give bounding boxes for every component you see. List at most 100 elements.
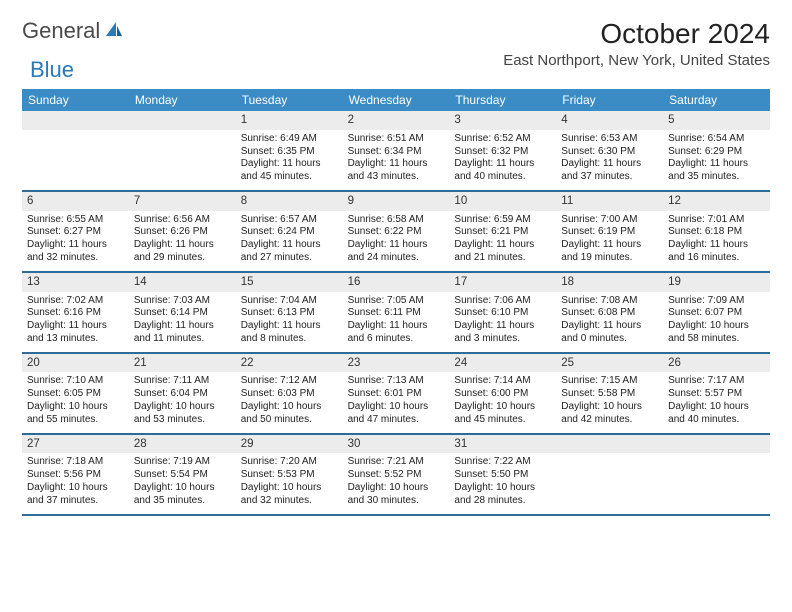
- daylight-line: Daylight: 10 hours and 53 minutes.: [134, 401, 231, 427]
- sunrise-line: Sunrise: 7:10 AM: [27, 375, 124, 388]
- sunrise-line: Sunrise: 7:02 AM: [27, 295, 124, 308]
- day-cell: 8Sunrise: 6:57 AMSunset: 6:24 PMDaylight…: [236, 192, 343, 271]
- daylight-line: Daylight: 11 hours and 45 minutes.: [241, 158, 338, 184]
- dow-cell: Monday: [129, 89, 236, 111]
- day-number: 19: [663, 273, 770, 292]
- day-cell: 23Sunrise: 7:13 AMSunset: 6:01 PMDayligh…: [343, 354, 450, 433]
- week-row: 20Sunrise: 7:10 AMSunset: 6:05 PMDayligh…: [22, 354, 770, 435]
- daylight-line: Daylight: 10 hours and 42 minutes.: [561, 401, 658, 427]
- daylight-line: Daylight: 10 hours and 32 minutes.: [241, 482, 338, 508]
- day-number: 9: [343, 192, 450, 211]
- day-number: 15: [236, 273, 343, 292]
- day-number: 21: [129, 354, 236, 373]
- sunrise-line: Sunrise: 7:00 AM: [561, 214, 658, 227]
- daylight-line: Daylight: 10 hours and 37 minutes.: [27, 482, 124, 508]
- daylight-line: Daylight: 11 hours and 3 minutes.: [454, 320, 551, 346]
- dow-cell: Friday: [556, 89, 663, 111]
- week-row: 1Sunrise: 6:49 AMSunset: 6:35 PMDaylight…: [22, 111, 770, 192]
- day-number: 28: [129, 435, 236, 454]
- week-row: 6Sunrise: 6:55 AMSunset: 6:27 PMDaylight…: [22, 192, 770, 273]
- sunrise-line: Sunrise: 6:49 AM: [241, 133, 338, 146]
- day-empty: [556, 435, 663, 514]
- day-number: 25: [556, 354, 663, 373]
- daylight-line: Daylight: 10 hours and 50 minutes.: [241, 401, 338, 427]
- day-number: 7: [129, 192, 236, 211]
- dow-cell: Saturday: [663, 89, 770, 111]
- day-cell: 26Sunrise: 7:17 AMSunset: 5:57 PMDayligh…: [663, 354, 770, 433]
- daylight-line: Daylight: 11 hours and 6 minutes.: [348, 320, 445, 346]
- day-number: 22: [236, 354, 343, 373]
- day-cell: 1Sunrise: 6:49 AMSunset: 6:35 PMDaylight…: [236, 111, 343, 190]
- sunset-line: Sunset: 6:21 PM: [454, 226, 551, 239]
- title-block: October 2024 East Northport, New York, U…: [503, 18, 770, 69]
- daylight-line: Daylight: 11 hours and 11 minutes.: [134, 320, 231, 346]
- calendar-page: General October 2024 East Northport, New…: [0, 0, 792, 534]
- day-number: 10: [449, 192, 556, 211]
- daylight-line: Daylight: 11 hours and 43 minutes.: [348, 158, 445, 184]
- sunrise-line: Sunrise: 7:20 AM: [241, 456, 338, 469]
- day-cell: 24Sunrise: 7:14 AMSunset: 6:00 PMDayligh…: [449, 354, 556, 433]
- day-number: 31: [449, 435, 556, 454]
- sunrise-line: Sunrise: 7:18 AM: [27, 456, 124, 469]
- sunset-line: Sunset: 6:11 PM: [348, 307, 445, 320]
- daylight-line: Daylight: 11 hours and 0 minutes.: [561, 320, 658, 346]
- day-number: 4: [556, 111, 663, 130]
- daylight-line: Daylight: 11 hours and 37 minutes.: [561, 158, 658, 184]
- day-number: 13: [22, 273, 129, 292]
- day-cell: 30Sunrise: 7:21 AMSunset: 5:52 PMDayligh…: [343, 435, 450, 514]
- day-cell: 14Sunrise: 7:03 AMSunset: 6:14 PMDayligh…: [129, 273, 236, 352]
- sunset-line: Sunset: 6:34 PM: [348, 146, 445, 159]
- sunset-line: Sunset: 6:05 PM: [27, 388, 124, 401]
- sunset-line: Sunset: 6:24 PM: [241, 226, 338, 239]
- dow-cell: Wednesday: [343, 89, 450, 111]
- sunrise-line: Sunrise: 7:11 AM: [134, 375, 231, 388]
- day-number: 6: [22, 192, 129, 211]
- daylight-line: Daylight: 10 hours and 47 minutes.: [348, 401, 445, 427]
- day-cell: 2Sunrise: 6:51 AMSunset: 6:34 PMDaylight…: [343, 111, 450, 190]
- day-empty: [663, 435, 770, 514]
- daylight-line: Daylight: 11 hours and 40 minutes.: [454, 158, 551, 184]
- day-number: [663, 435, 770, 454]
- sunset-line: Sunset: 6:29 PM: [668, 146, 765, 159]
- sunset-line: Sunset: 6:30 PM: [561, 146, 658, 159]
- sunset-line: Sunset: 5:57 PM: [668, 388, 765, 401]
- day-number: 11: [556, 192, 663, 211]
- sunrise-line: Sunrise: 7:21 AM: [348, 456, 445, 469]
- daylight-line: Daylight: 11 hours and 35 minutes.: [668, 158, 765, 184]
- sunset-line: Sunset: 6:18 PM: [668, 226, 765, 239]
- week-row: 13Sunrise: 7:02 AMSunset: 6:16 PMDayligh…: [22, 273, 770, 354]
- day-number: 5: [663, 111, 770, 130]
- day-cell: 29Sunrise: 7:20 AMSunset: 5:53 PMDayligh…: [236, 435, 343, 514]
- day-cell: 10Sunrise: 6:59 AMSunset: 6:21 PMDayligh…: [449, 192, 556, 271]
- brand-logo: General: [22, 18, 126, 44]
- month-title: October 2024: [503, 18, 770, 50]
- daylight-line: Daylight: 10 hours and 55 minutes.: [27, 401, 124, 427]
- day-number: 8: [236, 192, 343, 211]
- sunrise-line: Sunrise: 7:09 AM: [668, 295, 765, 308]
- day-number: 20: [22, 354, 129, 373]
- days-of-week-row: SundayMondayTuesdayWednesdayThursdayFrid…: [22, 89, 770, 111]
- day-cell: 3Sunrise: 6:52 AMSunset: 6:32 PMDaylight…: [449, 111, 556, 190]
- sunrise-line: Sunrise: 7:19 AM: [134, 456, 231, 469]
- dow-cell: Thursday: [449, 89, 556, 111]
- sunset-line: Sunset: 6:14 PM: [134, 307, 231, 320]
- daylight-line: Daylight: 10 hours and 30 minutes.: [348, 482, 445, 508]
- day-cell: 16Sunrise: 7:05 AMSunset: 6:11 PMDayligh…: [343, 273, 450, 352]
- sunset-line: Sunset: 5:58 PM: [561, 388, 658, 401]
- sunrise-line: Sunrise: 7:12 AM: [241, 375, 338, 388]
- day-number: 14: [129, 273, 236, 292]
- day-cell: 28Sunrise: 7:19 AMSunset: 5:54 PMDayligh…: [129, 435, 236, 514]
- location: East Northport, New York, United States: [503, 52, 770, 69]
- week-row: 27Sunrise: 7:18 AMSunset: 5:56 PMDayligh…: [22, 435, 770, 516]
- daylight-line: Daylight: 11 hours and 16 minutes.: [668, 239, 765, 265]
- daylight-line: Daylight: 10 hours and 45 minutes.: [454, 401, 551, 427]
- sunrise-line: Sunrise: 6:55 AM: [27, 214, 124, 227]
- sunset-line: Sunset: 6:13 PM: [241, 307, 338, 320]
- day-number: 29: [236, 435, 343, 454]
- daylight-line: Daylight: 11 hours and 13 minutes.: [27, 320, 124, 346]
- sunrise-line: Sunrise: 7:05 AM: [348, 295, 445, 308]
- daylight-line: Daylight: 10 hours and 35 minutes.: [134, 482, 231, 508]
- day-cell: 5Sunrise: 6:54 AMSunset: 6:29 PMDaylight…: [663, 111, 770, 190]
- sunrise-line: Sunrise: 6:52 AM: [454, 133, 551, 146]
- day-cell: 19Sunrise: 7:09 AMSunset: 6:07 PMDayligh…: [663, 273, 770, 352]
